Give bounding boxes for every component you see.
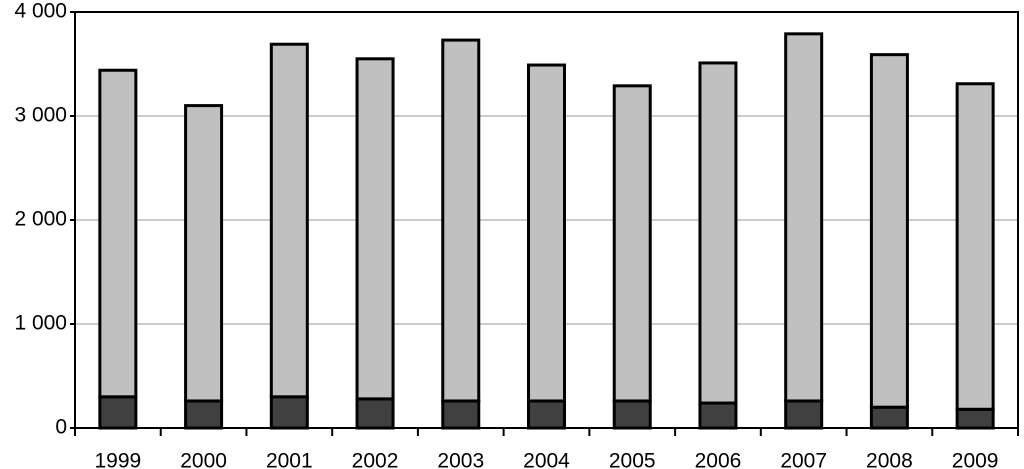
bar-segment [98,68,138,399]
y-tick-label: 3 000 [14,104,67,127]
bar-segment [955,82,995,411]
x-tick-label: 2007 [780,450,827,469]
bar-segment [698,401,738,430]
bar-segment [527,399,566,430]
bar-segment [184,104,224,403]
bar-segment [269,42,309,399]
bar-segment [355,397,395,430]
bar-segment [441,38,481,403]
bar-segment [441,399,481,430]
bar-segment [869,405,909,430]
x-tick-label: 2006 [695,450,742,469]
y-tick-label: 2 000 [14,208,67,231]
y-tick-label: 1 000 [14,312,67,335]
bar-segment [612,399,652,430]
x-tick-label: 2005 [609,450,656,469]
x-tick-label: 2003 [437,450,484,469]
bar-segment [269,395,309,430]
bar-segment [527,63,566,403]
bar-segment [355,57,395,401]
y-tick-label: 0 [55,416,67,439]
x-tick-label: 2009 [952,450,999,469]
bar-segment [869,53,909,409]
y-tick-label: 4 000 [14,0,67,23]
bar-segment [698,61,738,405]
bar-segment [955,407,995,430]
bar-segment [784,32,824,403]
x-tick-label: 1999 [95,450,142,469]
x-tick-label: 2000 [180,450,227,469]
x-tick-label: 2002 [352,450,399,469]
x-tick-label: 2008 [866,450,913,469]
bar-segment [612,84,652,403]
x-tick-label: 2004 [523,450,570,469]
bar-segment [98,395,138,430]
x-tick-label: 2001 [266,450,313,469]
bar-segment [784,399,824,430]
bar-segment [184,399,224,430]
